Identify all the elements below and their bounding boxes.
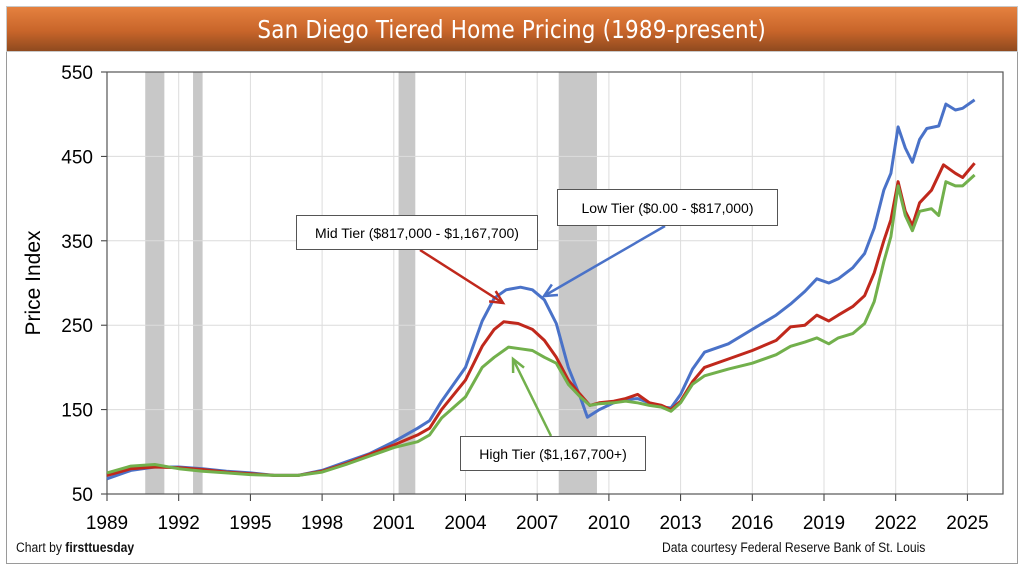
x-tick-label: 2013 — [659, 513, 701, 534]
data-source: Data courtesy Federal Reserve Bank of St… — [662, 540, 925, 555]
chart-credit: Chart by firsttuesday — [16, 540, 134, 555]
callout-low-text: Low Tier ($0.00 - $817,000) — [581, 199, 754, 216]
y-tick-label: 250 — [61, 316, 93, 337]
x-tick-label: 2016 — [731, 513, 773, 534]
y-tick-label: 150 — [61, 401, 93, 422]
series-lines — [106, 98, 976, 481]
arrow-mid-tier-head — [488, 290, 506, 305]
y-tick-label: 450 — [61, 147, 93, 168]
y-tick-label: 350 — [61, 232, 93, 253]
series-line-high — [106, 173, 976, 477]
arrow-low-tier — [543, 224, 666, 298]
callout-high-tier: High Tier ($1,167,700+) — [460, 436, 646, 471]
callout-high-text: High Tier ($1,167,700+) — [479, 445, 627, 462]
arrow-low-tier-head — [541, 283, 559, 298]
callout-low-tier: Low Tier ($0.00 - $817,000) — [557, 189, 778, 226]
x-tick-label: 2019 — [803, 513, 845, 534]
source-text: Data courtesy Federal Reserve Bank of St… — [662, 540, 926, 555]
x-tick-label: 1989 — [86, 513, 128, 534]
recession-band — [193, 72, 203, 494]
arrow-high-tier-head — [511, 356, 525, 374]
series-line-mid — [106, 162, 976, 477]
chart-frame — [6, 52, 1018, 564]
y-axis-label: Price Index — [22, 230, 45, 336]
recession-band — [398, 72, 416, 494]
x-tick-label: 2007 — [516, 513, 558, 534]
recession-bands — [145, 72, 597, 494]
credit-prefix: Chart by — [16, 540, 66, 555]
axes: 1989 1992 1995 1998 2001 2004 2007 2010 2013 2016… — [61, 63, 1004, 534]
plot-border — [106, 71, 1004, 495]
annotation-arrows — [419, 224, 666, 437]
arrow-mid-tier — [419, 248, 504, 305]
x-tick-label: 2010 — [588, 513, 630, 534]
x-tick-label: 2004 — [444, 513, 487, 534]
recession-band — [145, 72, 165, 494]
x-tick-label: 2001 — [373, 513, 415, 534]
y-tick-label: 550 — [61, 63, 93, 84]
x-tick-label: 1995 — [229, 513, 271, 534]
chart-title-banner: San Diego Tiered Home Pricing (1989-pres… — [6, 6, 1018, 52]
arrow-high-tier — [511, 358, 553, 437]
x-tick-label: 2022 — [875, 513, 917, 534]
x-tick-label: 1998 — [301, 513, 343, 534]
callout-mid-tier: Mid Tier ($817,000 - $1,167,700) — [296, 215, 538, 250]
x-tick-label: 2025 — [946, 513, 988, 534]
y-tick-label: 50 — [72, 485, 93, 506]
chart-title: San Diego Tiered Home Pricing (1989-pres… — [257, 14, 767, 44]
x-tick-label: 1992 — [158, 513, 200, 534]
callout-mid-text: Mid Tier ($817,000 - $1,167,700) — [315, 224, 519, 241]
credit-brand: firsttuesday — [65, 540, 135, 555]
